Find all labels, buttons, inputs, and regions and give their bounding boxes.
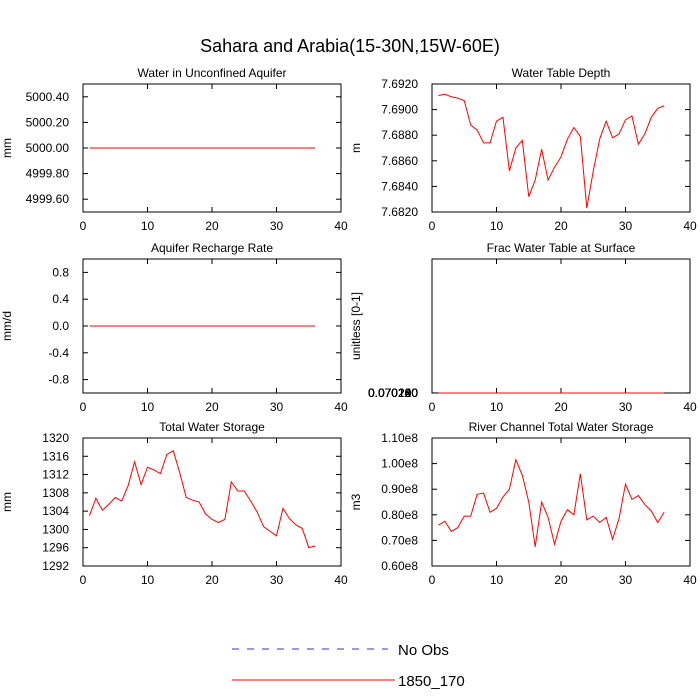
y-axis-label: unitless [0-1]: [349, 292, 363, 360]
y-axis-label: mm/d: [0, 311, 14, 341]
y-tick-label: 0.8: [52, 265, 69, 279]
x-tick-label: 40: [683, 573, 697, 587]
x-tick-label: 10: [490, 400, 504, 414]
series-line-1850-170: [438, 458, 665, 547]
panel-title: Water in Unconfined Aquifer: [138, 66, 287, 80]
x-tick-label: 40: [334, 219, 348, 233]
x-tick-label: 0: [429, 573, 436, 587]
y-tick-label: 1292: [42, 559, 69, 573]
legend: No Obs 1850_170: [232, 642, 465, 690]
y-tick-label: -0.4: [48, 346, 69, 360]
y-tick-label: 5000.20: [26, 115, 70, 129]
panel-title: Aquifer Recharge Rate: [151, 241, 273, 255]
y-tick-label: 7.6920: [381, 77, 418, 91]
y-tick-label: 7.6820: [381, 205, 418, 219]
y-tick-label: 4999.60: [26, 192, 70, 206]
y-tick-label: 4999.80: [26, 167, 70, 181]
y-tick-label: 1296: [42, 541, 69, 555]
x-tick-label: 40: [334, 573, 348, 587]
plot-frame: [82, 437, 342, 567]
x-tick-label: 30: [619, 219, 633, 233]
panel-title: Total Water Storage: [159, 420, 265, 434]
chart-panel-4: Total Water Storage mm 0 10 20 30 40 1292 1296 13…: [0, 420, 348, 587]
x-tick-label: 10: [141, 573, 155, 587]
y-tick-label: 5000.00: [26, 141, 70, 155]
x-tick-label: 40: [334, 400, 348, 414]
y-tick-label: -0.8: [48, 373, 69, 387]
x-tick-label: 20: [554, 219, 568, 233]
chart-panel-5: River Channel Total Water Storage m3 0 10 20…: [349, 420, 697, 587]
x-tick-label: 20: [205, 400, 219, 414]
y-tick-label: 0.070160: [368, 386, 418, 400]
x-tick-label: 20: [205, 219, 219, 233]
x-tick-label: 0: [429, 400, 436, 414]
chart-panel-0: Water in Unconfined Aquifer mm 0 10 20 30 40 49…: [0, 66, 348, 233]
x-tick-label: 30: [270, 219, 284, 233]
figure-title: Sahara and Arabia(15-30N,15W-60E): [200, 36, 500, 56]
x-tick-label: 0: [80, 219, 87, 233]
y-axis-label: m: [349, 143, 363, 153]
y-tick-label: 0.070100: [368, 386, 418, 400]
x-tick-label: 10: [490, 219, 504, 233]
x-tick-label: 10: [490, 573, 504, 587]
plot-frame: [431, 83, 691, 213]
y-tick-label: 1.00e8: [381, 457, 418, 471]
plot-frame: [431, 437, 691, 567]
x-tick-label: 40: [683, 219, 697, 233]
chart-panel-3: Frac Water Table at Surface unitless [0-1…: [349, 241, 697, 414]
y-tick-label: 0.90e8: [381, 482, 418, 496]
y-tick-label: 7.6860: [381, 154, 418, 168]
x-tick-label: 30: [619, 573, 633, 587]
x-tick-label: 20: [554, 573, 568, 587]
plot-frame: [431, 258, 691, 394]
legend-label-1850-170: 1850_170: [398, 673, 465, 690]
y-axis-label: mm: [0, 492, 14, 512]
x-tick-label: 0: [429, 219, 436, 233]
y-tick-label: 1312: [42, 468, 69, 482]
y-tick-label: 7.6900: [381, 103, 418, 117]
y-tick-label: 0.070220: [368, 386, 418, 400]
y-tick-label: 0.070180: [368, 386, 418, 400]
chart-panel-2: Aquifer Recharge Rate mm/d 0 10 20 30 40 -0.8 -0…: [0, 241, 348, 414]
y-tick-label: 1308: [42, 486, 69, 500]
y-tick-label: 0.0: [52, 319, 69, 333]
y-tick-label: 0.4: [52, 292, 69, 306]
x-tick-label: 20: [554, 400, 568, 414]
panel-title: Water Table Depth: [512, 66, 611, 80]
y-tick-label: 0.070120: [368, 386, 418, 400]
y-tick-label: 5000.40: [26, 90, 70, 104]
y-tick-label: 1320: [42, 431, 69, 445]
x-tick-label: 0: [80, 400, 87, 414]
y-tick-label: 0.070200: [368, 386, 418, 400]
y-tick-label: 0.070240: [368, 386, 418, 400]
y-tick-label: 0.070140: [368, 386, 418, 400]
x-tick-label: 0: [80, 573, 87, 587]
y-tick-label: 1304: [42, 504, 69, 518]
x-tick-label: 20: [205, 573, 219, 587]
panel-title: River Channel Total Water Storage: [469, 420, 654, 434]
x-tick-label: 30: [270, 573, 284, 587]
y-tick-label: 0.70e8: [381, 533, 418, 547]
series-line-1850-170: [438, 93, 665, 209]
x-tick-label: 40: [683, 400, 697, 414]
y-tick-label: 0.80e8: [381, 508, 418, 522]
x-tick-label: 10: [141, 400, 155, 414]
x-tick-label: 30: [270, 400, 284, 414]
chart-panel-1: Water Table Depth m 0 10 20 30 40 7.6820 7.6840 7…: [349, 66, 697, 233]
y-tick-label: 7.6840: [381, 179, 418, 193]
y-tick-label: 0.60e8: [381, 559, 418, 573]
panel-title: Frac Water Table at Surface: [487, 241, 636, 255]
y-tick-label: 1300: [42, 522, 69, 536]
series-line-1850-170: [88, 450, 316, 549]
x-tick-label: 30: [619, 400, 633, 414]
y-tick-label: 1.10e8: [381, 431, 418, 445]
y-tick-label: 7.6880: [381, 128, 418, 142]
legend-label-no-obs: No Obs: [398, 642, 449, 659]
y-axis-label: mm: [0, 138, 14, 158]
y-axis-label: m3: [349, 493, 363, 510]
y-tick-label: 1316: [42, 449, 69, 463]
x-tick-label: 10: [141, 219, 155, 233]
